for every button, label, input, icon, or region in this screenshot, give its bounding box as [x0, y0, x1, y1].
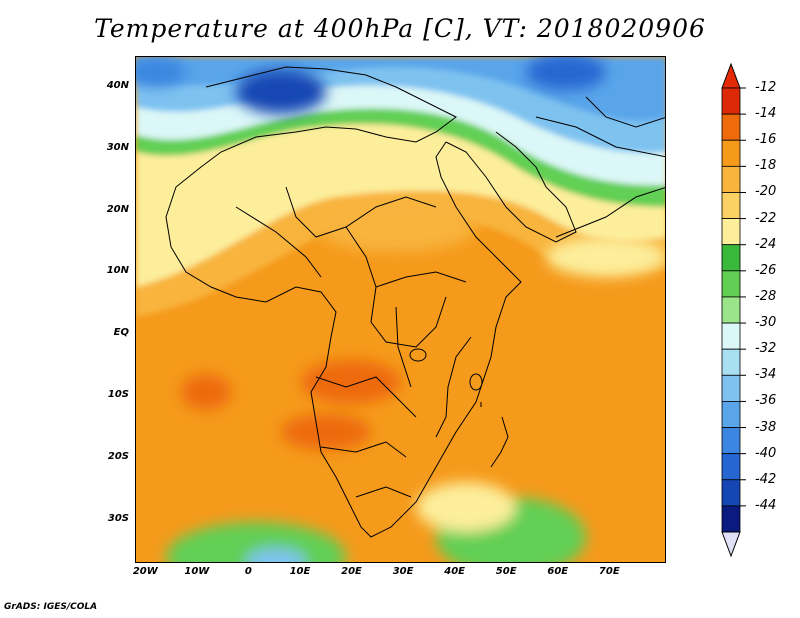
colorbar-bottom-arrow	[721, 531, 741, 558]
colorbar-level-label: -34	[755, 367, 777, 383]
lon-label: 20E	[341, 566, 362, 577]
colorbar-level-label: -24	[755, 236, 777, 252]
colorbar-level-label: -36	[755, 393, 777, 409]
colorbar-level-label: -40	[755, 445, 777, 461]
colorbar-level-label: -26	[755, 262, 777, 278]
yellow-south-east	[416, 482, 516, 532]
colorbar-swatch	[721, 139, 741, 167]
colorbar-swatch	[721, 401, 741, 428]
colorbar-level-label: -30	[755, 315, 777, 331]
colorbar-level-label: -28	[755, 288, 777, 304]
cold-core-med	[236, 70, 326, 114]
colorbar-swatch	[721, 453, 741, 481]
colorbar-level-label: -14	[755, 106, 777, 122]
lat-label: EQ	[113, 327, 129, 339]
colorbar-level-label: -44	[755, 497, 777, 513]
lt-orange-sahel	[316, 202, 476, 252]
colorbar-swatch	[721, 427, 741, 455]
colorbar-level-label: -22	[755, 210, 777, 226]
lon-label: 10W	[184, 566, 210, 577]
colorbar-swatch	[721, 374, 741, 402]
colorbar-swatch	[721, 218, 741, 246]
lon-label: 10E	[289, 566, 311, 577]
cold-core-persia	[526, 57, 606, 90]
lat-label: 20N	[106, 203, 129, 215]
band-yellow-north	[136, 123, 665, 287]
colorbar-swatch	[721, 244, 741, 272]
coastlines	[165, 66, 665, 538]
warm-core-congo	[301, 360, 401, 404]
cold-core-west	[136, 57, 186, 87]
colorbar-swatch	[721, 322, 741, 350]
warm-core-angola	[281, 414, 371, 450]
lon-label: 0	[244, 566, 252, 577]
chart-title: Temperature at 400hPa [C], VT: 201802090…	[94, 14, 706, 43]
colorbar-level-label: -38	[755, 419, 777, 435]
colorbar-swatch	[721, 348, 741, 376]
colorbar-level-label: -20	[755, 184, 777, 200]
cold-south-green	[166, 522, 346, 562]
lon-label: 30E	[392, 566, 414, 577]
colorbar-level-label: -32	[755, 341, 777, 357]
cold-south-blue	[246, 548, 306, 562]
lat-label: 10S	[107, 389, 129, 401]
lon-label: 60E	[547, 566, 569, 577]
lon-label: 70E	[598, 566, 620, 577]
colorbar-swatch	[721, 270, 741, 298]
colorbar-swatch	[721, 505, 741, 533]
colorbar-top-arrow	[721, 62, 741, 89]
warm-core-atl	[181, 374, 231, 410]
colorbar-level-label: -42	[755, 471, 777, 487]
grads-credit: GrADS: IGES/COLA	[4, 602, 98, 612]
colorbar-swatch	[721, 192, 741, 219]
lat-label: 10N	[106, 265, 129, 277]
lat-label: 40N	[106, 79, 129, 91]
yellow-arabia	[546, 237, 665, 277]
temperature-map	[135, 56, 666, 563]
colorbar-level-label: -18	[755, 158, 777, 174]
lon-label: 50E	[495, 566, 517, 577]
colorbar-level-label: -16	[755, 132, 777, 148]
colorbar-swatch	[721, 87, 741, 115]
colorbar-swatch	[721, 165, 741, 193]
lon-label: 40E	[444, 566, 465, 577]
lon-label: 20W	[132, 566, 158, 577]
lat-label: 30S	[107, 512, 129, 524]
colorbar-swatch	[721, 113, 741, 141]
colorbar-swatch	[721, 479, 741, 507]
colorbar-level-label: -12	[755, 80, 777, 95]
band-lt-orange	[136, 191, 665, 317]
lat-label: 20S	[107, 450, 129, 462]
colorbar-swatch	[721, 296, 741, 324]
map-canvas	[136, 57, 665, 562]
lat-label: 30N	[106, 141, 129, 153]
